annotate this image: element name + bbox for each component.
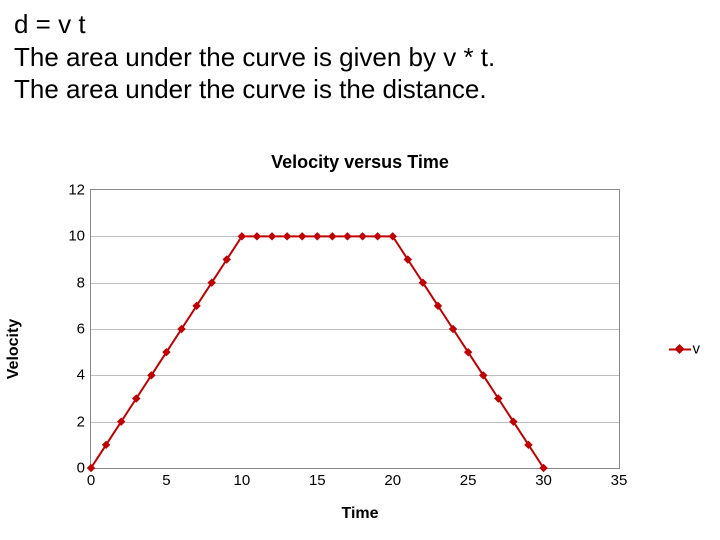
chart-body: Velocity Time 02468101205101520253035 v xyxy=(20,179,700,519)
y-tick-label: 8 xyxy=(77,274,91,291)
header-line-2: The area under the curve is given by v *… xyxy=(14,41,495,74)
velocity-time-chart: Velocity versus Time Velocity Time 02468… xyxy=(20,140,700,530)
y-tick-label: 4 xyxy=(77,367,91,384)
chart-title: Velocity versus Time xyxy=(20,140,700,179)
series-v xyxy=(91,190,619,468)
y-tick-label: 2 xyxy=(77,413,91,430)
y-tick-label: 6 xyxy=(77,321,91,338)
y-axis-label: Velocity xyxy=(5,319,23,379)
x-tick-label: 20 xyxy=(384,468,401,489)
chart-legend: v xyxy=(669,341,701,358)
x-tick-label: 15 xyxy=(309,468,326,489)
y-tick-label: 12 xyxy=(68,182,91,199)
x-tick-label: 10 xyxy=(234,468,251,489)
header-text: d = v t The area under the curve is give… xyxy=(14,8,495,106)
header-line-1: d = v t xyxy=(14,8,495,41)
legend-label: v xyxy=(693,341,701,358)
x-tick-label: 5 xyxy=(162,468,170,489)
y-tick-label: 10 xyxy=(68,228,91,245)
header-line-3: The area under the curve is the distance… xyxy=(14,73,495,106)
x-axis-label: Time xyxy=(341,505,378,523)
x-tick-label: 25 xyxy=(460,468,477,489)
x-tick-label: 35 xyxy=(611,468,628,489)
legend-marker xyxy=(669,348,691,350)
plot-area: 02468101205101520253035 xyxy=(90,189,620,469)
